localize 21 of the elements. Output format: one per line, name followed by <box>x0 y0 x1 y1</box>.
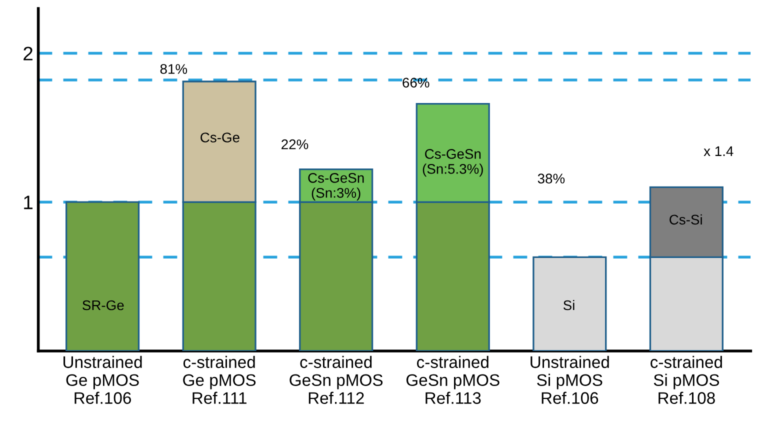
annotation: x 1.4 <box>704 146 734 156</box>
y-tick-label: 1 <box>24 196 32 210</box>
x-tick-label: c-strained Si pMOS Ref.108 <box>650 356 722 404</box>
annotation: Cs-GeSn (Sn:5.3%) <box>422 149 483 177</box>
annotation: Cs-Ge <box>200 132 240 142</box>
x-tick-label: c-strained Ge pMOS Ref.111 <box>183 356 256 404</box>
annotation: Cs-GeSn (Sn:3%) <box>308 173 364 201</box>
annotation: 22% <box>282 139 308 150</box>
annotation: Cs-Si <box>670 214 702 225</box>
x-tick-label: c-strained GeSn pMOS Ref.113 <box>406 356 500 404</box>
x-tick-label: Unstrained Ge pMOS Ref.106 <box>64 356 142 404</box>
annotation: 66% <box>402 78 430 88</box>
x-tick-label: c-strained GeSn pMOS Ref.112 <box>290 356 383 404</box>
bar <box>65 201 140 351</box>
bar <box>532 256 607 351</box>
annotation: 38% <box>538 174 565 184</box>
annotation: Si <box>563 300 574 310</box>
y-tick-label: 2 <box>24 46 32 60</box>
x-tick-label: Unstrained Si pMOS Ref.106 <box>530 356 609 404</box>
annotation: 81% <box>160 64 188 74</box>
annotation: SR-Ge <box>82 300 124 310</box>
